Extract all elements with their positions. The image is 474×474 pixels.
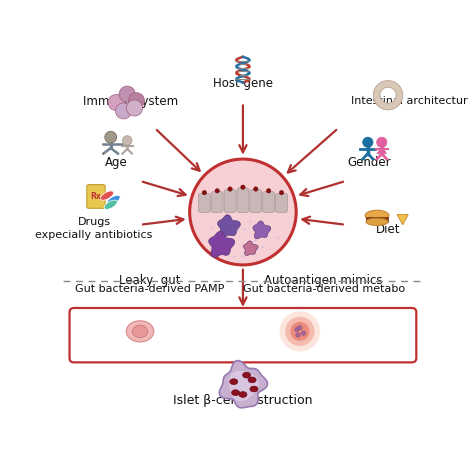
Polygon shape [229, 371, 259, 401]
Circle shape [237, 229, 240, 232]
Polygon shape [377, 146, 387, 154]
Text: Age: Age [105, 156, 128, 169]
Circle shape [301, 331, 306, 336]
Text: Intestinal architectur: Intestinal architectur [351, 96, 468, 106]
Ellipse shape [248, 377, 256, 383]
Circle shape [266, 189, 271, 193]
Text: Drugs
expecially antibiotics: Drugs expecially antibiotics [36, 217, 153, 240]
Circle shape [249, 220, 252, 223]
Circle shape [220, 238, 223, 241]
FancyBboxPatch shape [237, 188, 249, 212]
Circle shape [298, 326, 302, 330]
Circle shape [222, 236, 225, 239]
Polygon shape [218, 215, 240, 237]
FancyBboxPatch shape [275, 193, 287, 212]
Circle shape [220, 240, 223, 243]
Text: Gut bacteria-derived metabo: Gut bacteria-derived metabo [243, 284, 405, 294]
Text: Immune system: Immune system [83, 95, 178, 108]
Text: Rx: Rx [91, 192, 101, 201]
Text: Diet: Diet [376, 223, 400, 236]
Ellipse shape [250, 386, 258, 392]
Ellipse shape [126, 321, 154, 342]
Circle shape [190, 159, 296, 265]
Circle shape [279, 191, 284, 195]
Circle shape [247, 247, 250, 250]
Circle shape [261, 246, 264, 248]
Circle shape [232, 239, 235, 242]
Ellipse shape [366, 218, 388, 226]
Ellipse shape [243, 372, 251, 378]
Ellipse shape [104, 200, 117, 210]
Circle shape [202, 191, 207, 195]
Circle shape [215, 189, 219, 193]
Circle shape [280, 311, 320, 351]
Circle shape [127, 100, 143, 116]
Circle shape [363, 137, 373, 147]
Circle shape [255, 226, 257, 228]
Polygon shape [219, 361, 267, 408]
Circle shape [254, 239, 257, 242]
Circle shape [242, 255, 245, 258]
FancyBboxPatch shape [87, 185, 105, 209]
Circle shape [232, 224, 235, 227]
Text: Gut bacteria-derived PAMP: Gut bacteria-derived PAMP [74, 284, 224, 294]
Circle shape [243, 228, 246, 231]
Circle shape [210, 227, 213, 229]
Circle shape [225, 238, 228, 241]
FancyBboxPatch shape [211, 191, 223, 212]
Circle shape [296, 333, 300, 337]
FancyBboxPatch shape [263, 191, 274, 212]
Circle shape [241, 185, 245, 190]
FancyBboxPatch shape [70, 308, 416, 362]
Circle shape [276, 237, 280, 239]
Polygon shape [253, 221, 271, 239]
Text: Host gene: Host gene [213, 77, 273, 90]
FancyBboxPatch shape [250, 190, 262, 212]
Bar [366, 217, 388, 222]
Text: Autoreactivity T cells: Autoreactivity T cells [169, 329, 294, 342]
Circle shape [226, 221, 229, 224]
Ellipse shape [230, 379, 238, 384]
Polygon shape [244, 241, 258, 255]
Ellipse shape [132, 325, 148, 337]
Ellipse shape [231, 390, 240, 396]
Circle shape [295, 328, 299, 332]
Circle shape [108, 94, 124, 110]
Ellipse shape [107, 195, 120, 205]
Circle shape [254, 187, 258, 191]
Ellipse shape [100, 191, 114, 200]
Circle shape [116, 103, 132, 119]
Text: Leaky  gut: Leaky gut [118, 274, 180, 287]
FancyBboxPatch shape [199, 193, 210, 212]
Polygon shape [209, 231, 235, 257]
Circle shape [285, 317, 315, 346]
Ellipse shape [365, 210, 389, 221]
Circle shape [119, 86, 135, 102]
Polygon shape [397, 215, 408, 225]
Text: Islet β-cell destruction: Islet β-cell destruction [173, 393, 313, 407]
Circle shape [377, 137, 387, 147]
Circle shape [290, 322, 310, 341]
FancyBboxPatch shape [224, 190, 236, 212]
Text: Autoantigen mimics: Autoantigen mimics [264, 274, 383, 287]
Circle shape [228, 187, 232, 191]
Circle shape [105, 131, 117, 143]
Circle shape [128, 92, 145, 109]
Circle shape [233, 255, 236, 258]
Text: Gender: Gender [348, 156, 392, 169]
Text: Inflammation: Inflammation [316, 329, 395, 342]
Ellipse shape [239, 392, 247, 397]
Circle shape [122, 136, 132, 145]
